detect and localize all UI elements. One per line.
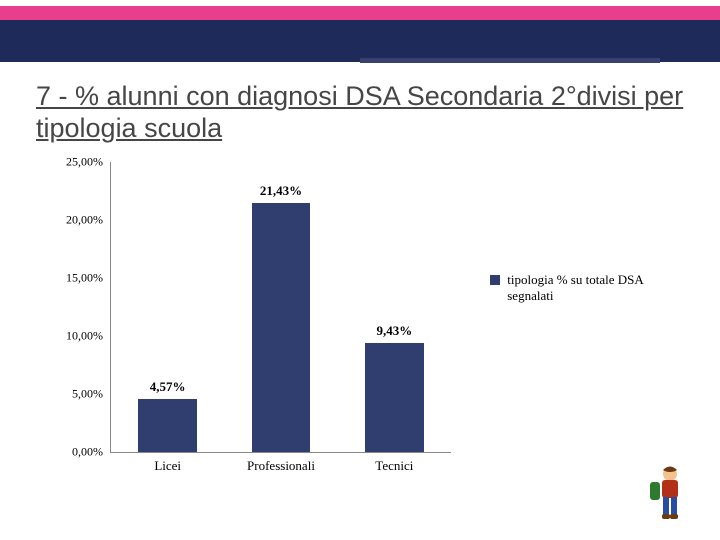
legend-swatch — [490, 275, 500, 285]
bar-value-label: 4,57% — [118, 379, 218, 395]
plot-area: 0,00%5,00%10,00%15,00%20,00%25,00%4,57%L… — [110, 162, 451, 453]
slide: 7 - % alunni con diagnosi DSA Secondaria… — [0, 0, 720, 540]
bar — [365, 343, 424, 452]
accent-rule — [360, 58, 660, 63]
slide-title: 7 - % alunni con diagnosi DSA Secondaria… — [36, 80, 700, 145]
shoe-left-icon — [662, 514, 670, 519]
bar — [252, 203, 311, 452]
legend: tipologia % su totale DSA segnalati — [490, 272, 670, 305]
bag-icon — [650, 482, 660, 500]
ytick-label: 25,00% — [66, 155, 103, 170]
top-band-pink — [0, 6, 720, 20]
xtick-label: Professionali — [221, 458, 341, 474]
bar-value-label: 21,43% — [231, 183, 331, 199]
ytick-label: 20,00% — [66, 213, 103, 228]
bar-value-label: 9,43% — [344, 323, 444, 339]
ytick-label: 15,00% — [66, 271, 103, 286]
student-icon — [642, 464, 690, 520]
top-band-navy — [0, 20, 720, 62]
shirt-icon — [662, 480, 678, 498]
xtick-label: Tecnici — [334, 458, 454, 474]
ytick-label: 5,00% — [72, 387, 103, 402]
xtick-label: Licei — [108, 458, 228, 474]
bar — [138, 399, 197, 452]
legend-text: tipologia % su totale DSA segnalati — [507, 272, 663, 305]
ytick-label: 0,00% — [72, 445, 103, 460]
bar-chart: tipologia % su totale DSA segnalati 0,00… — [40, 162, 670, 487]
ytick-label: 10,00% — [66, 329, 103, 344]
pants-right-icon — [671, 497, 677, 515]
shoe-right-icon — [670, 514, 678, 519]
pants-left-icon — [663, 497, 669, 515]
